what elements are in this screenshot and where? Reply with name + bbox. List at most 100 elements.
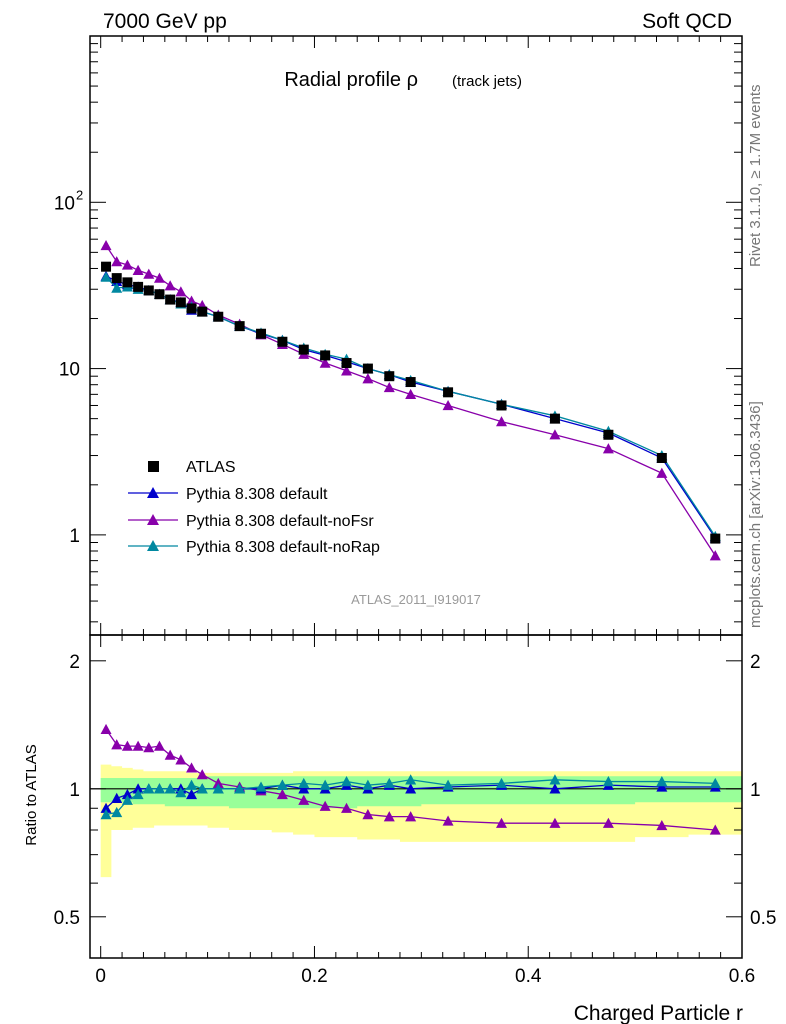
ratio-point-pythia-8-308-default-nofsr [175,754,187,765]
ratio-y-label: Ratio to ATLAS [23,744,40,845]
data-point-pythia-8-308-default-nofsr [100,239,112,251]
data-point-pythia-8-308-default-nofsr [175,286,187,297]
ratio-point-pythia-8-308-default-norap [405,774,417,785]
ratio-point-pythia-8-308-default-nofsr [100,723,112,735]
ratio-point-pythia-8-308-default-nofsr [186,762,198,773]
data-point-pythia-8-308-default-nofsr [496,416,508,427]
ratio-point-pythia-8-308-default-nofsr [319,800,331,811]
ratio-point-pythia-8-308-default-nofsr [298,794,310,805]
data-point-pythia-8-308-default-nofsr [442,399,454,411]
ratio-point-pythia-8-308-default-nofsr [212,777,224,789]
ratio-point-pythia-8-308-default-nofsr [549,817,561,828]
data-point-pythia-8-308-default-norap [111,282,123,293]
ratio-point-pythia-8-308-default-nofsr [153,740,165,751]
ratio-point-pythia-8-308-default-nofsr [442,815,454,826]
ratio-point-pythia-8-308-default-norap [298,777,310,789]
data-point-atlas [143,285,154,296]
ratio-y-tick-label-right: 0.5 [750,908,776,929]
data-point-atlas [710,533,721,544]
data-point-pythia-8-308-default-nofsr [132,264,144,275]
ratio-point-pythia-8-308-default-norap [132,788,144,800]
ratio-point-pythia-8-308-default-norap [255,781,267,792]
ratio-point-pythia-8-308-default-nofsr [196,769,208,780]
ratio-y-tick-label: 0.5 [54,908,80,929]
watermark: ATLAS_2011_I919017 [351,592,481,607]
data-point-pythia-8-308-default-nofsr [164,280,176,291]
ratio-point-pythia-8-308-default-norap [362,779,374,790]
data-point-atlas [213,311,224,322]
data-point-atlas [256,328,267,339]
data-point-atlas [384,371,395,382]
data-point-atlas [656,452,667,463]
data-point-atlas [111,273,122,284]
data-point-atlas [133,281,144,292]
data-point-atlas [341,358,352,369]
header-right: Soft QCD [642,10,732,33]
ratio-point-pythia-8-308-default-nofsr [362,809,374,820]
y-tick-label: 1 [69,526,80,547]
data-point-atlas [443,387,454,398]
data-point-atlas [320,350,331,361]
ratio-point-pythia-8-308-default [121,788,133,800]
ratio-point-pythia-8-308-default-norap [602,776,614,787]
ratio-y-tick-label: 2 [69,652,80,673]
ratio-point-pythia-8-308-default-norap [175,787,187,798]
ratio-point-pythia-8-308-default-norap [442,779,454,790]
ratio-point-pythia-8-308-default-nofsr [276,788,288,800]
data-point-pythia-8-308-default-nofsr [153,272,165,283]
ratio-point-pythia-8-308-default-norap [212,783,224,794]
legend-marker-norap [147,540,159,551]
x-tick-labels: 0 0.2 0.4 0.6 [95,966,755,987]
side-text-rivet: Rivet 3.1.10, ≥ 1.7M events [747,85,764,268]
data-point-pythia-8-308-default-nofsr [602,443,614,454]
legend-label-nofsr: Pythia 8.308 default-noFsr [186,513,374,530]
data-point-atlas [122,277,133,288]
data-point-pythia-8-308-default-nofsr [549,429,561,440]
x-tick-label: 0.6 [729,966,755,987]
ratio-point-pythia-8-308-default-norap [496,777,508,789]
legend-marker-atlas [148,461,159,472]
data-point-atlas [101,261,112,272]
ratio-point-pythia-8-308-default-nofsr [121,740,133,751]
data-point-pythia-8-308-default-nofsr [341,365,353,376]
ratio-point-pythia-8-308-default [132,783,144,794]
ratio-point-pythia-8-308-default-nofsr [341,802,353,813]
data-point-atlas [165,294,176,305]
series-line-pythia-8-308-default-nofsr [105,245,716,557]
data-point-atlas [362,363,373,374]
ratio-point-pythia-8-308-default-norap [164,783,176,794]
y-tick-label: 10 [54,193,75,214]
ratio-point-pythia-8-308-default-nofsr [164,749,176,760]
ratio-axes: 0.5 0.5 1 1 2 2 [54,652,776,959]
x-tick-label: 0.2 [301,966,327,987]
data-point-atlas [186,303,197,314]
data-point-pythia-8-308-default-norap [100,271,112,282]
x-tick-label: 0 [95,966,106,987]
ratio-point-pythia-8-308-default-nofsr [496,817,508,828]
ratio-point-pythia-8-308-default-norap [234,783,246,794]
ratio-point-pythia-8-308-default-nofsr [111,739,123,750]
data-point-atlas [405,377,416,388]
data-point-atlas [175,297,186,308]
data-point-atlas [197,306,208,317]
ratio-point-pythia-8-308-default-norap [656,776,668,787]
legend: ATLAS Pythia 8.308 default Pythia 8.308 … [128,459,380,556]
ratio-point-pythia-8-308-default [298,783,310,794]
ratio-point-pythia-8-308-default-norap [100,809,112,820]
ratio-series-layer [100,723,721,835]
ratio-point-pythia-8-308-default-norap [196,783,208,794]
ratio-point-pythia-8-308-default-nofsr [132,740,144,751]
x-axis-label: Charged Particle r [574,1002,743,1024]
ratio-point-pythia-8-308-default-nofsr [602,817,614,828]
ratio-point-pythia-8-308-default [186,788,198,800]
ratio-y-tick-label-right: 2 [750,652,761,673]
data-point-atlas [603,429,614,440]
y-tick-label: 10 [59,360,80,381]
chart-title: Radial profile ρ [284,69,418,91]
data-point-pythia-8-308-default-nofsr [186,295,198,306]
data-point-atlas [496,400,507,411]
data-point-atlas [298,344,309,355]
ratio-point-pythia-8-308-default-nofsr [656,819,668,831]
data-point-pythia-8-308-default-nofsr [709,550,721,561]
